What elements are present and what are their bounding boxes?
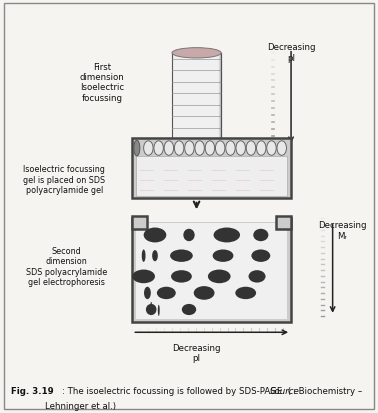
Ellipse shape	[157, 287, 176, 299]
Ellipse shape	[205, 141, 215, 156]
Ellipse shape	[146, 304, 156, 316]
Ellipse shape	[144, 287, 151, 299]
Ellipse shape	[195, 141, 204, 156]
Ellipse shape	[171, 271, 192, 283]
Ellipse shape	[172, 152, 221, 161]
Ellipse shape	[208, 270, 231, 283]
Ellipse shape	[183, 229, 195, 242]
Ellipse shape	[257, 141, 266, 156]
Ellipse shape	[134, 141, 140, 157]
Ellipse shape	[142, 250, 146, 262]
Ellipse shape	[214, 228, 240, 243]
Ellipse shape	[144, 228, 166, 243]
Text: Second
dimension
SDS polyacrylamide
gel electrophoresis: Second dimension SDS polyacrylamide gel …	[26, 246, 107, 287]
Ellipse shape	[172, 48, 221, 59]
Ellipse shape	[185, 141, 194, 156]
Ellipse shape	[277, 141, 287, 156]
Ellipse shape	[154, 141, 163, 156]
Ellipse shape	[152, 250, 158, 262]
Bar	[276, 217, 291, 229]
Bar	[132, 217, 147, 229]
Ellipse shape	[144, 141, 153, 156]
Bar	[132, 138, 291, 198]
Ellipse shape	[158, 305, 160, 316]
Text: Decreasing
pI: Decreasing pI	[172, 343, 221, 362]
Ellipse shape	[212, 250, 233, 262]
Ellipse shape	[226, 141, 235, 156]
Text: Source: Source	[270, 386, 300, 395]
Bar	[136, 223, 287, 319]
Text: : The isoelectric focussing is followed by SDS-PAGE. (: : The isoelectric focussing is followed …	[62, 386, 291, 395]
Ellipse shape	[246, 141, 256, 156]
Ellipse shape	[249, 271, 265, 283]
Ellipse shape	[170, 250, 193, 262]
Bar	[132, 219, 291, 322]
Ellipse shape	[236, 141, 245, 156]
Bar	[147, 216, 276, 222]
Text: Isoelectric focussing
gel is placed on SDS
polyacrylamide gel: Isoelectric focussing gel is placed on S…	[23, 165, 105, 195]
Ellipse shape	[253, 229, 268, 242]
Text: First
dimension
Isoelectric
focussing: First dimension Isoelectric focussing	[80, 62, 124, 103]
Bar	[172, 54, 221, 157]
Ellipse shape	[251, 250, 270, 262]
Ellipse shape	[174, 141, 184, 156]
Ellipse shape	[215, 141, 225, 156]
Ellipse shape	[164, 141, 174, 156]
Text: Decreasing
pI: Decreasing pI	[267, 43, 315, 63]
Text: Fig. 3.19: Fig. 3.19	[11, 386, 54, 395]
Ellipse shape	[150, 302, 152, 313]
Ellipse shape	[267, 141, 276, 156]
Ellipse shape	[182, 304, 196, 316]
Ellipse shape	[194, 287, 215, 300]
Text: Lehninger et al.): Lehninger et al.)	[45, 401, 116, 410]
Ellipse shape	[132, 270, 155, 283]
Bar	[136, 157, 287, 196]
Text: : Biochemistry –: : Biochemistry –	[293, 386, 362, 395]
Ellipse shape	[235, 287, 256, 299]
Text: Decreasing
Mᵣ: Decreasing Mᵣ	[318, 221, 366, 240]
